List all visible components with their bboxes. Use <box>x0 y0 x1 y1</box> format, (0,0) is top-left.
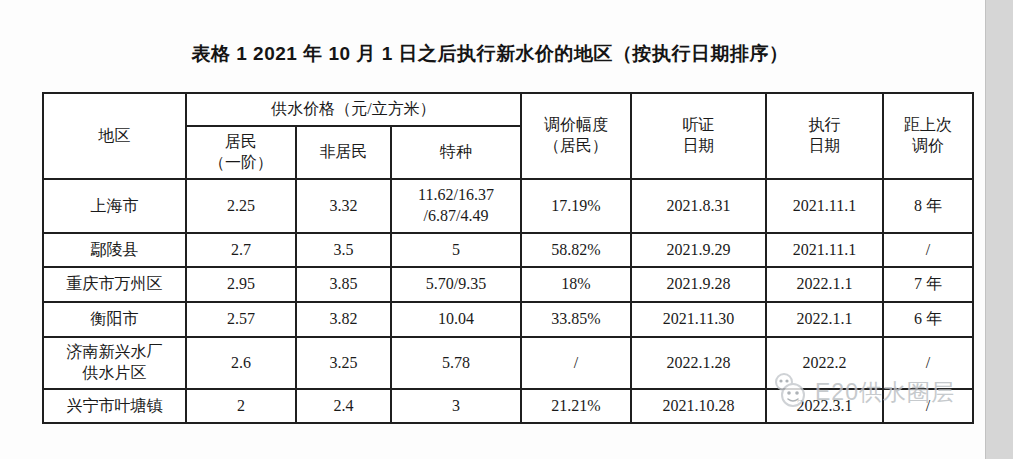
table-cell: 2021.9.28 <box>631 267 766 302</box>
table-cell: 2021.10.28 <box>631 389 766 423</box>
table-cell: 17.19% <box>521 179 631 233</box>
table-cell: 3.32 <box>296 179 391 233</box>
header-price-group: 供水价格（元/立方米） <box>186 93 521 126</box>
table-cell: 2022.2 <box>766 337 883 389</box>
table-header: 地区 供水价格（元/立方米） 调价幅度（居民） 听证日期 执行日期 距上次调价 … <box>43 93 973 179</box>
header-hearing-line2: 日期 <box>683 137 715 154</box>
table-cell: 济南新兴水厂供水片区 <box>43 337 186 389</box>
header-nonresident: 非居民 <box>296 126 391 179</box>
table-cell: 2021.11.1 <box>766 179 883 233</box>
table-cell: 2021.11.30 <box>631 302 766 337</box>
table-cell: 2022.1.28 <box>631 337 766 389</box>
table-cell: 2022.1.1 <box>766 267 883 302</box>
table-cell: 3.25 <box>296 337 391 389</box>
header-region: 地区 <box>43 93 186 179</box>
table-row: 重庆市万州区2.953.855.70/9.3518%2021.9.282022.… <box>43 267 973 302</box>
table-cell: / <box>883 337 973 389</box>
table-cell: / <box>521 337 631 389</box>
table-cell: 上海市 <box>43 179 186 233</box>
table-cell: 21.21% <box>521 389 631 423</box>
table-cell: 10.04 <box>391 302 521 337</box>
header-execution-date: 执行日期 <box>766 93 883 179</box>
table-cell: 33.85% <box>521 302 631 337</box>
header-resident: 居民 （一阶） <box>186 126 296 179</box>
table-cell: 2.95 <box>186 267 296 302</box>
table-title: 表格 1 2021 年 10 月 1 日之后执行新水价的地区（按执行日期排序） <box>0 41 980 67</box>
table-row: 鄢陵县2.73.5558.82%2021.9.292021.11.1/ <box>43 233 973 267</box>
table-row: 兴宁市叶塘镇22.4321.21%2021.10.282022.3.1/ <box>43 389 973 423</box>
table-cell: 8 年 <box>883 179 973 233</box>
header-hearing-date: 听证日期 <box>631 93 766 179</box>
table-cell: 3.5 <box>296 233 391 267</box>
table-cell: / <box>883 389 973 423</box>
table-row: 衡阳市2.573.8210.0433.85%2021.11.302022.1.1… <box>43 302 973 337</box>
table-cell: 5.70/9.35 <box>391 267 521 302</box>
page-edge-strip <box>985 0 1013 459</box>
table-cell: 鄢陵县 <box>43 233 186 267</box>
header-execution-line1: 执行 <box>809 116 841 133</box>
table-cell: 2.4 <box>296 389 391 423</box>
table-cell: 2021.11.1 <box>766 233 883 267</box>
header-special: 特种 <box>391 126 521 179</box>
table-cell: 7 年 <box>883 267 973 302</box>
table-cell: 兴宁市叶塘镇 <box>43 389 186 423</box>
table-cell: 18% <box>521 267 631 302</box>
table-body: 上海市2.253.3211.62/16.37/6.87/4.4917.19%20… <box>43 179 973 423</box>
header-hearing-line1: 听证 <box>683 116 715 133</box>
table-cell: 5 <box>391 233 521 267</box>
header-adjustment: 调价幅度 （居民） <box>521 93 631 179</box>
table-cell: 2022.1.1 <box>766 302 883 337</box>
water-price-table: 地区 供水价格（元/立方米） 调价幅度（居民） 听证日期 执行日期 距上次调价 … <box>42 92 974 424</box>
table-cell: / <box>883 233 973 267</box>
table-cell: 11.62/16.37/6.87/4.49 <box>391 179 521 233</box>
table-cell: 2 <box>186 389 296 423</box>
table-cell: 2.7 <box>186 233 296 267</box>
table-cell: 衡阳市 <box>43 302 186 337</box>
table-cell: 2022.3.1 <box>766 389 883 423</box>
header-execution-line2: 日期 <box>809 137 841 154</box>
table-cell: 重庆市万州区 <box>43 267 186 302</box>
table-row: 济南新兴水厂供水片区2.63.255.78/2022.1.282022.2/ <box>43 337 973 389</box>
header-adjustment-line2: （居民） <box>544 137 608 154</box>
header-since-line1: 距上次 <box>904 116 952 133</box>
table-row: 上海市2.253.3211.62/16.37/6.87/4.4917.19%20… <box>43 179 973 233</box>
table-cell: 3.82 <box>296 302 391 337</box>
table-cell: 2.57 <box>186 302 296 337</box>
table-cell: 58.82% <box>521 233 631 267</box>
header-resident-line2: （一阶） <box>209 154 273 171</box>
table-cell: 3 <box>391 389 521 423</box>
table-cell: 2021.8.31 <box>631 179 766 233</box>
table-cell: 3.85 <box>296 267 391 302</box>
table-cell: 2.25 <box>186 179 296 233</box>
header-adjustment-line1: 调价幅度 <box>544 116 608 133</box>
table-cell: 2.6 <box>186 337 296 389</box>
header-resident-line1: 居民 <box>225 133 257 150</box>
table-cell: 5.78 <box>391 337 521 389</box>
table-cell: 2021.9.29 <box>631 233 766 267</box>
header-since-line2: 调价 <box>912 137 944 154</box>
header-since-last: 距上次调价 <box>883 93 973 179</box>
table-cell: 6 年 <box>883 302 973 337</box>
